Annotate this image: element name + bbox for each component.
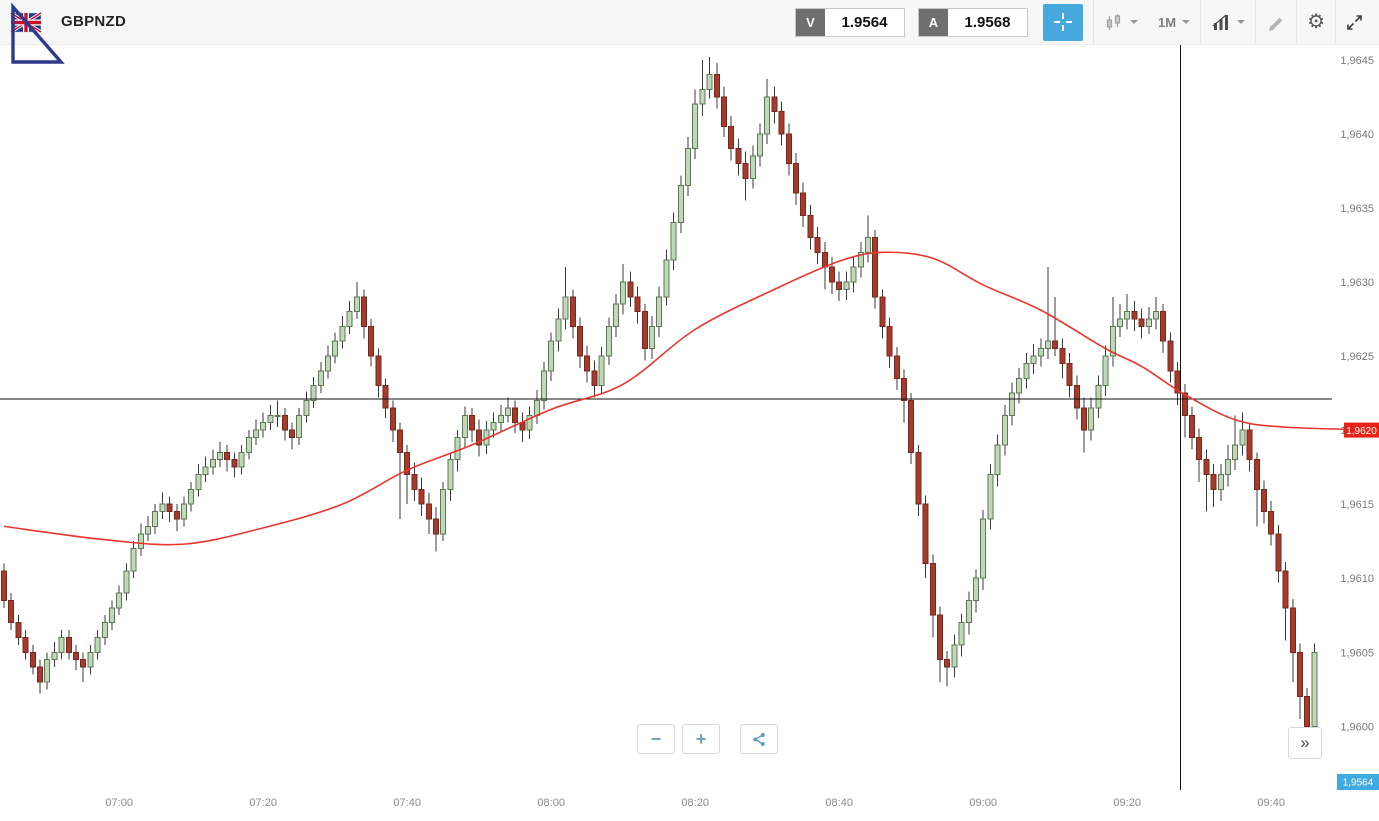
- sell-badge: V: [796, 8, 825, 36]
- time-axis[interactable]: 07:00 07:20 07:40 08:00 08:20 08:40 09:00 09:20…: [0, 790, 1379, 821]
- candlestick-chart-icon: [1106, 14, 1121, 30]
- svg-text:1,9635: 1,9635: [1340, 203, 1374, 215]
- svg-text:1,9620: 1,9620: [1346, 426, 1377, 437]
- gear-icon: ⚙: [1307, 11, 1325, 33]
- time-axis-label: 08:40: [825, 797, 853, 809]
- toolbar-divider: [1335, 0, 1336, 45]
- crosshair-lines-layer: [0, 45, 1332, 790]
- svg-text:1,9564: 1,9564: [1343, 778, 1374, 789]
- candles-layer: [1, 56, 1318, 734]
- toolbar-divider: [1093, 0, 1094, 45]
- toolbar-divider: [1296, 0, 1298, 45]
- svg-text:1,9625: 1,9625: [1340, 351, 1374, 363]
- timeframe-label: 1M: [1158, 14, 1177, 30]
- toolbar-divider: [1255, 0, 1257, 45]
- time-axis-label: 09:40: [1257, 797, 1285, 809]
- chevron-down-icon: [1237, 20, 1246, 24]
- chevron-down-icon: [1182, 20, 1191, 24]
- symbol-title: GBPNZD: [61, 13, 127, 30]
- pencil-icon: [1269, 17, 1283, 31]
- timeframe-button[interactable]: 1M: [1148, 0, 1200, 45]
- buy-badge: A: [919, 8, 948, 36]
- indicators-icon: [1212, 14, 1229, 30]
- settings-button[interactable]: ⚙: [1297, 0, 1335, 45]
- price-tags-layer: 1,9620 1,9564: [1337, 422, 1379, 790]
- crosshair-tool-button[interactable]: [1043, 3, 1083, 41]
- scroll-to-end-button[interactable]: »: [1288, 727, 1322, 759]
- svg-text:1,9640: 1,9640: [1340, 129, 1374, 141]
- fullscreen-button[interactable]: [1336, 0, 1373, 45]
- indicators-button[interactable]: [1201, 0, 1255, 45]
- time-axis-label: 08:00: [537, 797, 565, 809]
- expand-arrows-icon: [1347, 14, 1362, 30]
- chart-area[interactable]: 1,96451,96401,96351,96301,96251,96201,96…: [0, 45, 1379, 790]
- time-axis-label: 07:20: [249, 797, 277, 809]
- zoom-controls: − +: [637, 724, 785, 754]
- svg-text:1,9605: 1,9605: [1340, 647, 1374, 659]
- svg-text:1,9630: 1,9630: [1340, 277, 1374, 289]
- share-button[interactable]: [740, 724, 778, 754]
- svg-text:1,9645: 1,9645: [1340, 55, 1374, 67]
- price-axis[interactable]: 1,9645 1,9640 1,9635 1,9630 1,9625 1,9620 1,96…: [1340, 55, 1374, 734]
- price-chart[interactable]: 1,96451,96401,96351,96301,96251,96201,96…: [0, 45, 1379, 790]
- moving-average-line: [3, 251, 1379, 546]
- time-axis-label: 09:20: [1113, 797, 1141, 809]
- sell-price: 1.9564: [841, 13, 888, 31]
- share-icon: [752, 732, 765, 746]
- time-axis-label: 08:20: [681, 797, 709, 809]
- time-axis-label: 07:00: [105, 797, 133, 809]
- crosshair-icon: [1054, 13, 1072, 31]
- svg-text:1,9600: 1,9600: [1340, 721, 1374, 733]
- buy-quote-button[interactable]: A 1.9568: [918, 7, 1028, 37]
- time-axis-label: 07:40: [393, 797, 421, 809]
- zoom-out-button[interactable]: −: [637, 724, 675, 754]
- time-axis-label: 09:00: [969, 797, 997, 809]
- svg-text:1,9610: 1,9610: [1340, 573, 1374, 585]
- chart-toolbar: GBPNZD V 1.9564 A 1.9568: [0, 0, 1379, 45]
- zoom-in-button[interactable]: +: [682, 724, 720, 754]
- toolbar-divider: [1200, 0, 1202, 45]
- drawing-tools-button[interactable]: [1256, 0, 1296, 45]
- chevron-down-icon: [1130, 20, 1138, 24]
- svg-text:1,9615: 1,9615: [1340, 499, 1374, 511]
- chart-type-button[interactable]: [1094, 0, 1148, 45]
- buy-price: 1.9568: [964, 13, 1011, 31]
- sell-quote-button[interactable]: V 1.9564: [795, 7, 905, 37]
